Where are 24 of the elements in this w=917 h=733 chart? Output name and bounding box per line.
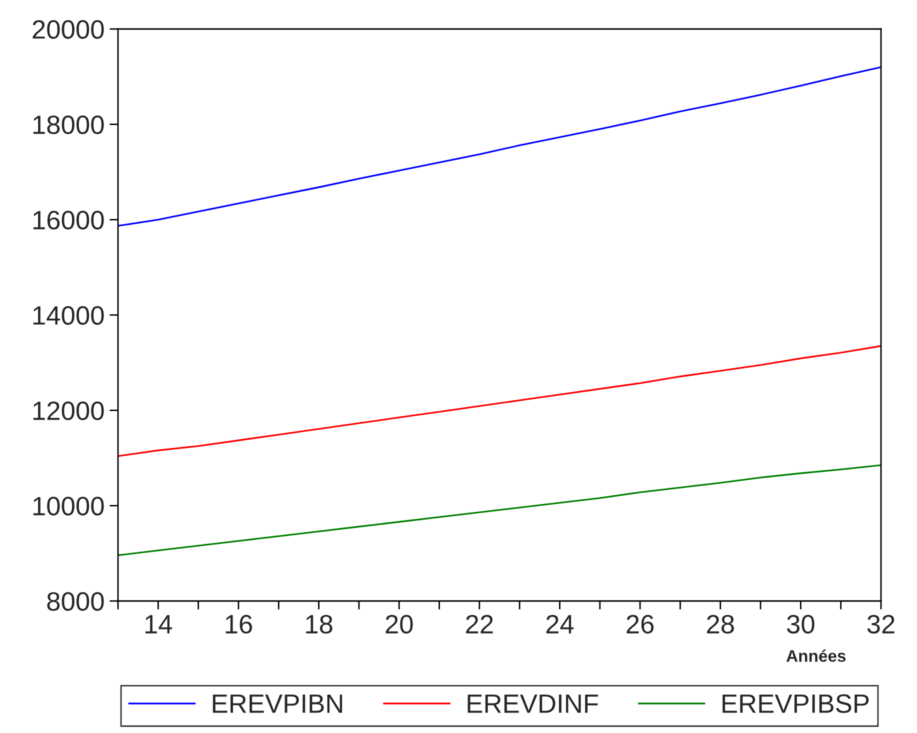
x-tick-label: 26 bbox=[626, 614, 654, 634]
y-tick-label: 20000 bbox=[32, 20, 104, 39]
y-tick-label: 8000 bbox=[47, 592, 104, 611]
x-tick-label: 16 bbox=[226, 614, 252, 634]
x-tick-label: 14 bbox=[145, 615, 172, 634]
y-tick-label: 16000 bbox=[33, 210, 104, 230]
x-tick-label: 20 bbox=[386, 614, 413, 634]
x-tick-label: 24 bbox=[546, 614, 574, 634]
x-tick-label: 28 bbox=[707, 614, 734, 634]
x-tick-label: 22 bbox=[466, 614, 493, 634]
y-tick-label: 14000 bbox=[33, 306, 104, 325]
x-axis-title: Années bbox=[786, 649, 846, 662]
x-tick-label: 18 bbox=[306, 614, 332, 634]
x-tick-label: 32 bbox=[867, 614, 894, 634]
line-series bbox=[118, 66, 881, 227]
y-tick-label: 18000 bbox=[33, 115, 104, 134]
legend-label: EREVPIBN bbox=[212, 694, 342, 713]
legend-label: EREVDINF bbox=[468, 694, 598, 713]
line-series bbox=[118, 345, 881, 457]
y-tick-label: 12000 bbox=[33, 401, 104, 420]
x-tick-label: 30 bbox=[787, 614, 814, 634]
legend-label: EREVPIBSP bbox=[722, 694, 869, 713]
y-tick-label: 10000 bbox=[33, 496, 104, 516]
line-series bbox=[118, 464, 881, 556]
